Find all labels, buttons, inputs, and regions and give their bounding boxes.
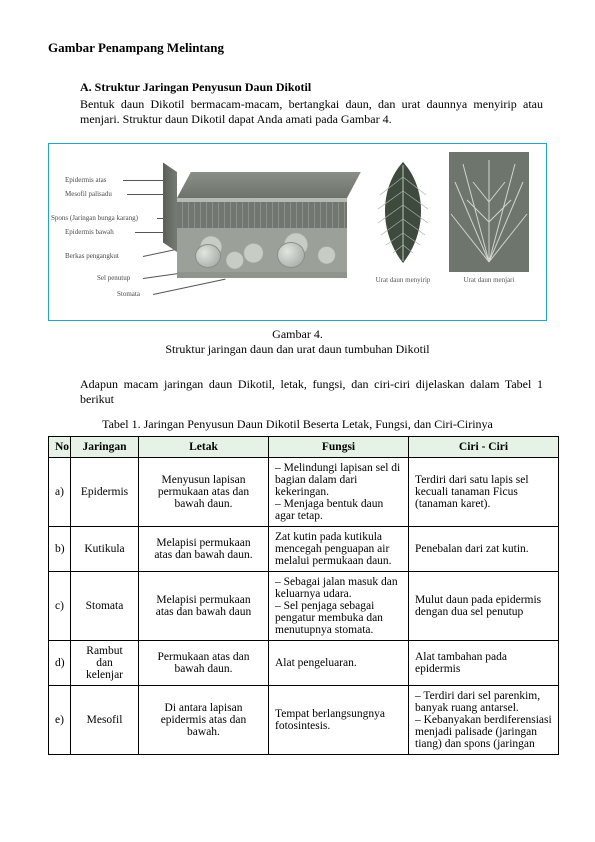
table-body: a) Epidermis Menyusun lapisan permukaan … [49, 458, 559, 755]
section-body: Bentuk daun Dikotil bermacam-macam, bert… [80, 97, 543, 127]
table-header-row: No Jaringan Letak Fungsi Ciri - Ciri [49, 437, 559, 458]
cell-ciri: Mulut daun pada epidermis dengan dua sel… [409, 572, 559, 641]
cell-ciri: Alat tambahan pada epidermis [409, 641, 559, 686]
table-row: b) Kutikula Melapisi permukaanatas dan b… [49, 527, 559, 572]
cell-fungsi: – Sebagai jalan masuk dan keluarnya udar… [269, 572, 409, 641]
diag-label-epidermis-atas: Epidermis atas [65, 176, 106, 184]
figure-caption-2: Struktur jaringan daun dan urat daun tum… [165, 342, 429, 356]
cell-no: c) [49, 572, 71, 641]
th-letak: Letak [139, 437, 269, 458]
figure-caption-1: Gambar 4. [272, 327, 323, 341]
cell-jaringan: Kutikula [71, 527, 139, 572]
cell-letak: Melapisi permukaanatas dan bawah daun. [139, 527, 269, 572]
cell-fungsi: – Melindungi lapisan sel di bagian dalam… [269, 458, 409, 527]
cell-letak: Permukaan atas danbawah daun. [139, 641, 269, 686]
leaf-menjari-caption: Urat daun menjari [464, 276, 515, 284]
cell-ciri: – Terdiri dari sel parenkim, banyak ruan… [409, 686, 559, 755]
cell-letak: Menyusun lapisan permukaan atas dan bawa… [139, 458, 269, 527]
cell-fungsi: Zat kutin pada kutikula mencegah penguap… [269, 527, 409, 572]
diag-label-epidermis-bawah: Epidermis bawah [65, 228, 114, 236]
table-row: c) Stomata Melapisi permukaanatas dan ba… [49, 572, 559, 641]
th-jaringan: Jaringan [71, 437, 139, 458]
diag-label-berkas: Berkas pengangkut [65, 252, 119, 260]
cell-ciri: Penebalan dari zat kutin. [409, 527, 559, 572]
diag-label-stomata: Stomata [117, 290, 140, 298]
cell-fungsi: Tempat berlangsungnya fotosintesis. [269, 686, 409, 755]
section-heading: A. Struktur Jaringan Penyusun Daun Dikot… [80, 80, 547, 95]
figure-box: Epidermis atas Mesofil palisadu Spons (J… [48, 143, 547, 321]
cell-no: e) [49, 686, 71, 755]
leaf-menyirip-caption: Urat daun menyirip [376, 276, 431, 284]
cell-no: b) [49, 527, 71, 572]
leaf-menyirip: Urat daun menyirip [363, 152, 443, 284]
th-no: No [49, 437, 71, 458]
th-ciri: Ciri - Ciri [409, 437, 559, 458]
table-row: a) Epidermis Menyusun lapisan permukaan … [49, 458, 559, 527]
table-row: e) Mesofil Di antara lapisan epidermis a… [49, 686, 559, 755]
th-fungsi: Fungsi [269, 437, 409, 458]
jaringan-table: No Jaringan Letak Fungsi Ciri - Ciri a) … [48, 436, 559, 755]
figure-caption: Gambar 4. Struktur jaringan daun dan ura… [48, 327, 547, 357]
cell-no: a) [49, 458, 71, 527]
table-row: d) Rambut dan kelenjar Permukaan atas da… [49, 641, 559, 686]
table-caption: Tabel 1. Jaringan Penyusun Daun Dikotil … [48, 417, 547, 432]
leaf-menjari: Urat daun menjari [449, 152, 529, 284]
cell-jaringan: Rambut dan kelenjar [71, 641, 139, 686]
cell-jaringan: Mesofil [71, 686, 139, 755]
leaf-cross-section-diagram: Epidermis atas Mesofil palisadu Spons (J… [57, 152, 357, 312]
cell-letak: Melapisi permukaanatas dan bawah daun [139, 572, 269, 641]
diag-label-mesofil: Mesofil palisadu [65, 190, 112, 198]
cell-letak: Di antara lapisan epidermis atas danbawa… [139, 686, 269, 755]
para-after-figure: Adapun macam jaringan daun Dikotil, leta… [80, 377, 543, 407]
diag-label-spons: Spons (Jaringan bunga karang) [51, 214, 138, 222]
cell-ciri: Terdiri dari satu lapis sel kecuali tana… [409, 458, 559, 527]
cell-no: d) [49, 641, 71, 686]
cell-jaringan: Epidermis [71, 458, 139, 527]
cell-jaringan: Stomata [71, 572, 139, 641]
cell-fungsi: Alat pengeluaran. [269, 641, 409, 686]
diag-label-sel-penutup: Sel penutup [97, 274, 130, 282]
page-title: Gambar Penampang Melintang [48, 40, 547, 56]
